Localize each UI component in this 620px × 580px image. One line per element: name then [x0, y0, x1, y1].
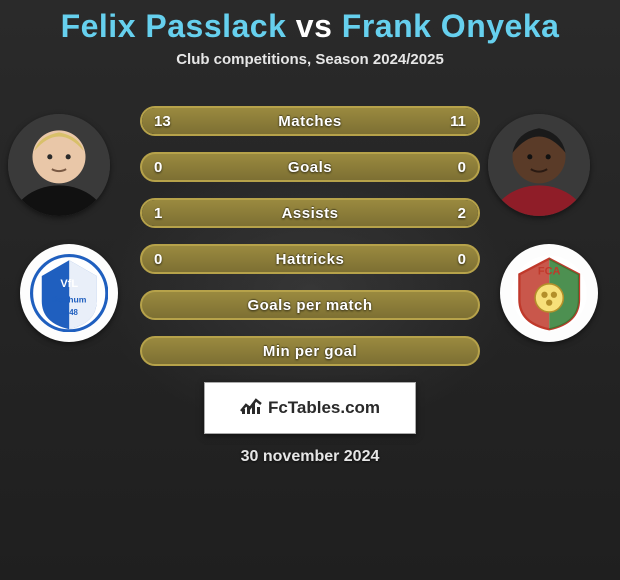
club1-crest: VfL Bochum 1848: [20, 244, 118, 342]
player2-avatar: [488, 114, 590, 216]
stat-label: Min per goal: [142, 338, 478, 364]
stat-value-right: 11: [450, 108, 466, 134]
stat-label: Assists: [142, 200, 478, 226]
brand-icon: [240, 397, 262, 420]
stat-bar-goals: Goals0 0: [140, 152, 480, 182]
page-title: Felix Passlack vs Frank Onyeka: [0, 0, 620, 45]
date-text: 30 november 2024: [0, 448, 620, 466]
stat-value-left: 1: [154, 200, 162, 226]
stat-bars: Matches1311Goals00Assists12Hattricks00Go…: [140, 106, 480, 382]
stat-bar-goals-per-match: Goals per match: [140, 290, 480, 320]
stat-value-left: 13: [154, 108, 171, 134]
title-player1: Felix Passlack: [61, 8, 287, 44]
stat-value-right: 0: [458, 246, 466, 272]
brand-watermark: FcTables.com: [204, 382, 416, 434]
club1-crest-svg: VfL Bochum 1848: [30, 254, 108, 332]
stat-value-left: 0: [154, 246, 162, 272]
svg-text:VfL: VfL: [60, 278, 78, 290]
player2-avatar-svg: [488, 114, 590, 216]
stat-label: Goals: [142, 154, 478, 180]
title-vs: vs: [296, 8, 333, 44]
stat-bar-hattricks: Hattricks0 0: [140, 244, 480, 274]
stat-bar-matches: Matches13 11: [140, 106, 480, 136]
comparison-stage: VfL Bochum 1848 FCA Matches1311Goals00As…: [0, 86, 620, 486]
stat-label: Hattricks: [142, 246, 478, 272]
stat-value-right: 0: [458, 154, 466, 180]
stat-value-left: 0: [154, 154, 162, 180]
subtitle: Club competitions, Season 2024/2025: [0, 51, 620, 68]
club2-crest: FCA: [500, 244, 598, 342]
player1-avatar: [8, 114, 110, 216]
svg-text:FCA: FCA: [538, 265, 561, 277]
stat-bar-assists: Assists1 2: [140, 198, 480, 228]
stat-value-right: 2: [458, 200, 466, 226]
brand-text: FcTables.com: [268, 398, 380, 418]
svg-text:1848: 1848: [60, 308, 78, 317]
title-player2: Frank Onyeka: [342, 8, 560, 44]
svg-text:Bochum: Bochum: [52, 294, 87, 304]
club2-crest-svg: FCA: [510, 254, 588, 332]
player1-avatar-svg: [8, 114, 110, 216]
stat-label: Goals per match: [142, 292, 478, 318]
stat-bar-min-per-goal: Min per goal: [140, 336, 480, 366]
stat-label: Matches: [142, 108, 478, 134]
